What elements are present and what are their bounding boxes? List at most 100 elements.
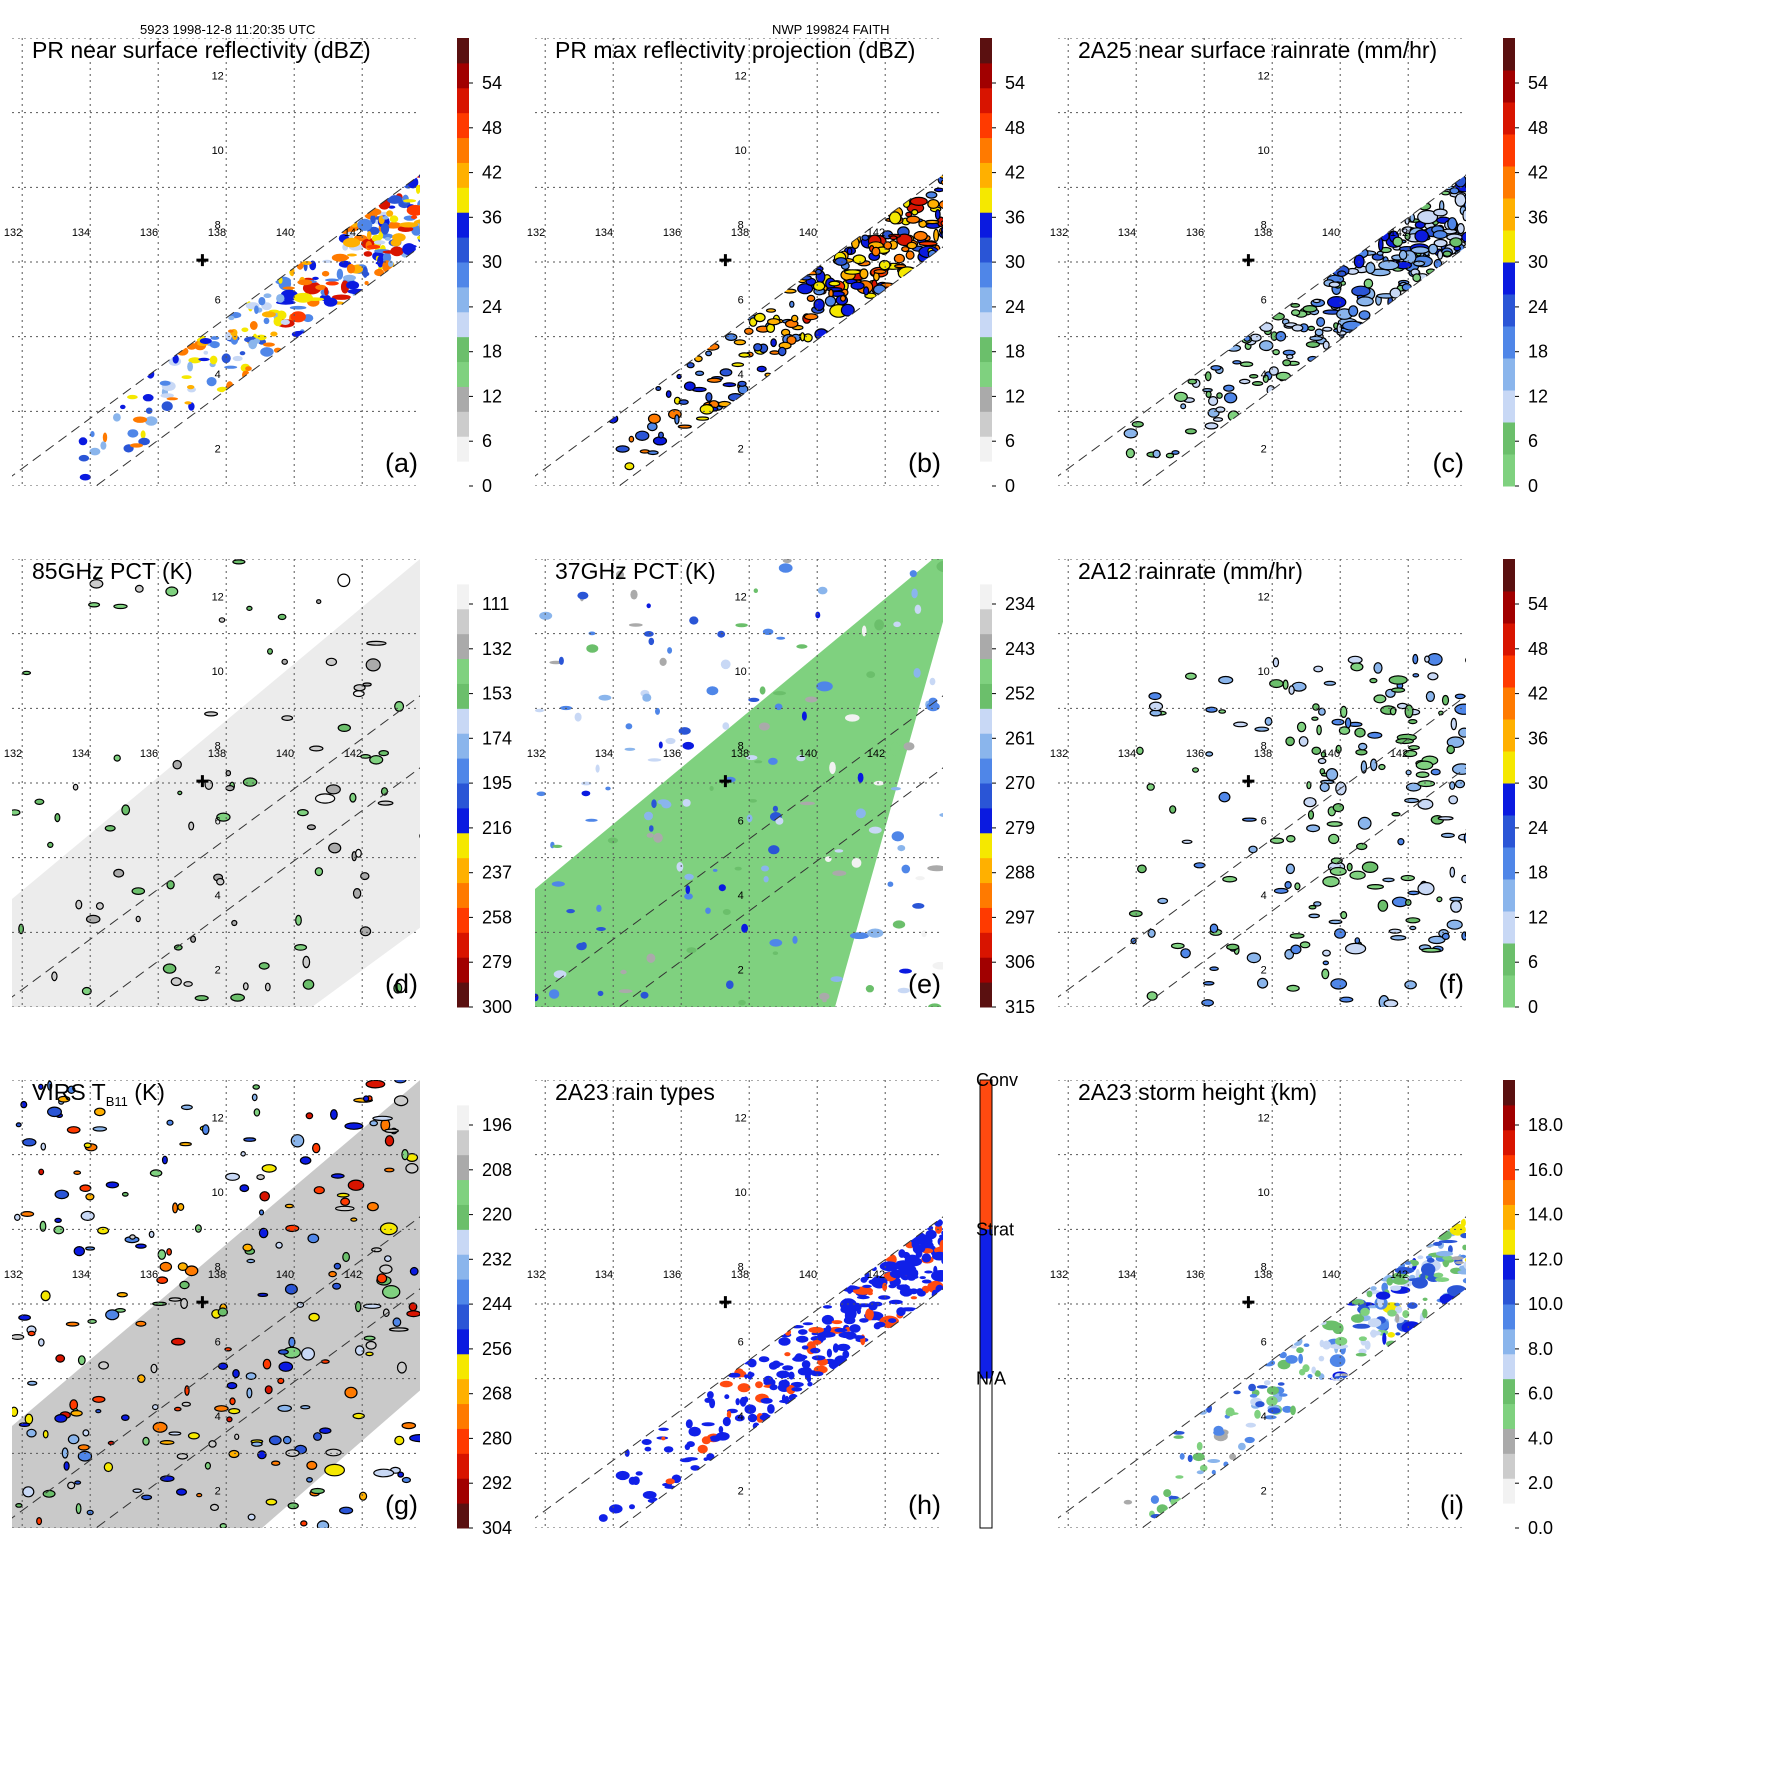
field-cell xyxy=(232,559,246,565)
field-cell xyxy=(719,1380,733,1388)
lon-tick-label: 132 xyxy=(527,227,545,239)
colorbar-tick-label: 132 xyxy=(482,639,512,659)
field-cell xyxy=(686,362,695,369)
colorbar-tick-label: 261 xyxy=(1005,728,1035,748)
field-cell xyxy=(1425,691,1435,703)
field-cell xyxy=(836,1343,851,1352)
field-cell xyxy=(1319,782,1330,793)
field-cell xyxy=(1448,795,1459,805)
field-cell xyxy=(1248,845,1258,854)
field-cell xyxy=(306,1476,313,1483)
field-cell xyxy=(116,1291,128,1298)
field-cell xyxy=(634,430,650,441)
field-cell xyxy=(421,190,432,197)
field-cell xyxy=(1461,874,1466,884)
field-cell xyxy=(216,877,225,886)
field-cell xyxy=(792,935,798,944)
field-cell xyxy=(305,1112,314,1120)
plot-area xyxy=(535,559,943,1007)
field-cell xyxy=(172,759,182,770)
field-cell xyxy=(1226,943,1240,951)
field-cell xyxy=(1330,978,1348,990)
swath-edge-upper xyxy=(1058,695,1466,998)
field-cell xyxy=(778,1337,791,1346)
field-cell xyxy=(179,1141,192,1147)
lat-lon-grid xyxy=(12,1080,420,1528)
pr-swath-edges xyxy=(12,695,420,1007)
field-cell xyxy=(1422,1308,1428,1319)
field-cell xyxy=(1449,187,1460,195)
field-cell xyxy=(325,657,338,667)
field-cell xyxy=(1320,751,1327,758)
field-cell xyxy=(665,1478,675,1485)
field-cell xyxy=(181,1401,191,1407)
colorbar-tick-label: 12 xyxy=(1528,386,1548,406)
field-cell xyxy=(724,1394,730,1400)
field-cell xyxy=(646,603,651,609)
field-cell xyxy=(187,385,195,390)
field-cell xyxy=(558,656,564,665)
field-cell xyxy=(1254,726,1270,732)
field-cell xyxy=(905,250,915,260)
field-cell xyxy=(307,1233,320,1244)
field-cell xyxy=(1327,296,1347,309)
field-cell xyxy=(240,1151,246,1157)
lon-tick-label: 136 xyxy=(140,227,158,239)
lat-tick-label: 2 xyxy=(1261,444,1267,456)
field-cell xyxy=(121,804,131,816)
colorbar-segment xyxy=(1503,1104,1515,1131)
field-cell xyxy=(161,1155,168,1165)
field-cell xyxy=(768,845,780,855)
lon-tick-label: 140 xyxy=(799,1269,817,1281)
field-cell xyxy=(724,333,738,342)
colorbar-segment xyxy=(1503,783,1515,816)
field-cell xyxy=(812,911,817,920)
field-cell xyxy=(684,893,693,900)
field-cell xyxy=(712,868,718,872)
lat-lon-grid xyxy=(1058,1080,1466,1528)
swath-mask xyxy=(535,1080,943,1528)
field-cell xyxy=(420,187,424,198)
colorbar-tick-label: 18 xyxy=(1005,342,1025,362)
field-cell xyxy=(734,866,742,871)
colorbar-segment xyxy=(1503,623,1515,656)
colorbar-tick-label: 12 xyxy=(1005,386,1025,406)
field-cell xyxy=(94,1107,106,1117)
field-cell xyxy=(156,1276,169,1285)
field-cell xyxy=(893,621,901,628)
field-cell xyxy=(1440,832,1455,838)
colorbar-tick-label: 153 xyxy=(482,684,512,704)
field-cell xyxy=(773,691,786,696)
colorbar-segment xyxy=(980,857,992,884)
field-cell xyxy=(868,826,882,834)
field-cell xyxy=(70,1409,83,1417)
field-cell xyxy=(1463,832,1466,844)
field-cell xyxy=(845,714,860,722)
swath-area xyxy=(1058,1216,1466,1528)
field-cell xyxy=(427,166,435,171)
field-cell xyxy=(1358,742,1368,751)
colorbar-segment xyxy=(1503,38,1515,71)
lat-tick-label: 12 xyxy=(735,70,747,82)
field-cell xyxy=(684,873,694,880)
field-cell xyxy=(12,1406,19,1417)
field-cell xyxy=(1454,779,1466,789)
colorbar-tick-label: 12.0 xyxy=(1528,1249,1563,1269)
field-cell xyxy=(313,1432,323,1441)
field-cell xyxy=(242,982,249,991)
field-cell xyxy=(141,1494,153,1501)
swath-edge-upper xyxy=(535,174,943,477)
field-cell xyxy=(921,1279,932,1284)
field-cell xyxy=(790,1381,804,1388)
colorbar-segment xyxy=(457,361,469,387)
lon-tick-label: 142 xyxy=(1390,227,1408,239)
field-cell xyxy=(150,1363,158,1374)
field-cell xyxy=(419,833,420,839)
field-cell xyxy=(258,1209,265,1216)
field-cell xyxy=(229,1397,236,1406)
field-cell xyxy=(1258,340,1274,352)
field-cell xyxy=(1462,209,1466,222)
field-cell xyxy=(1339,996,1354,1003)
field-cell xyxy=(365,658,381,672)
colorbar-tick-label: 220 xyxy=(482,1205,512,1225)
